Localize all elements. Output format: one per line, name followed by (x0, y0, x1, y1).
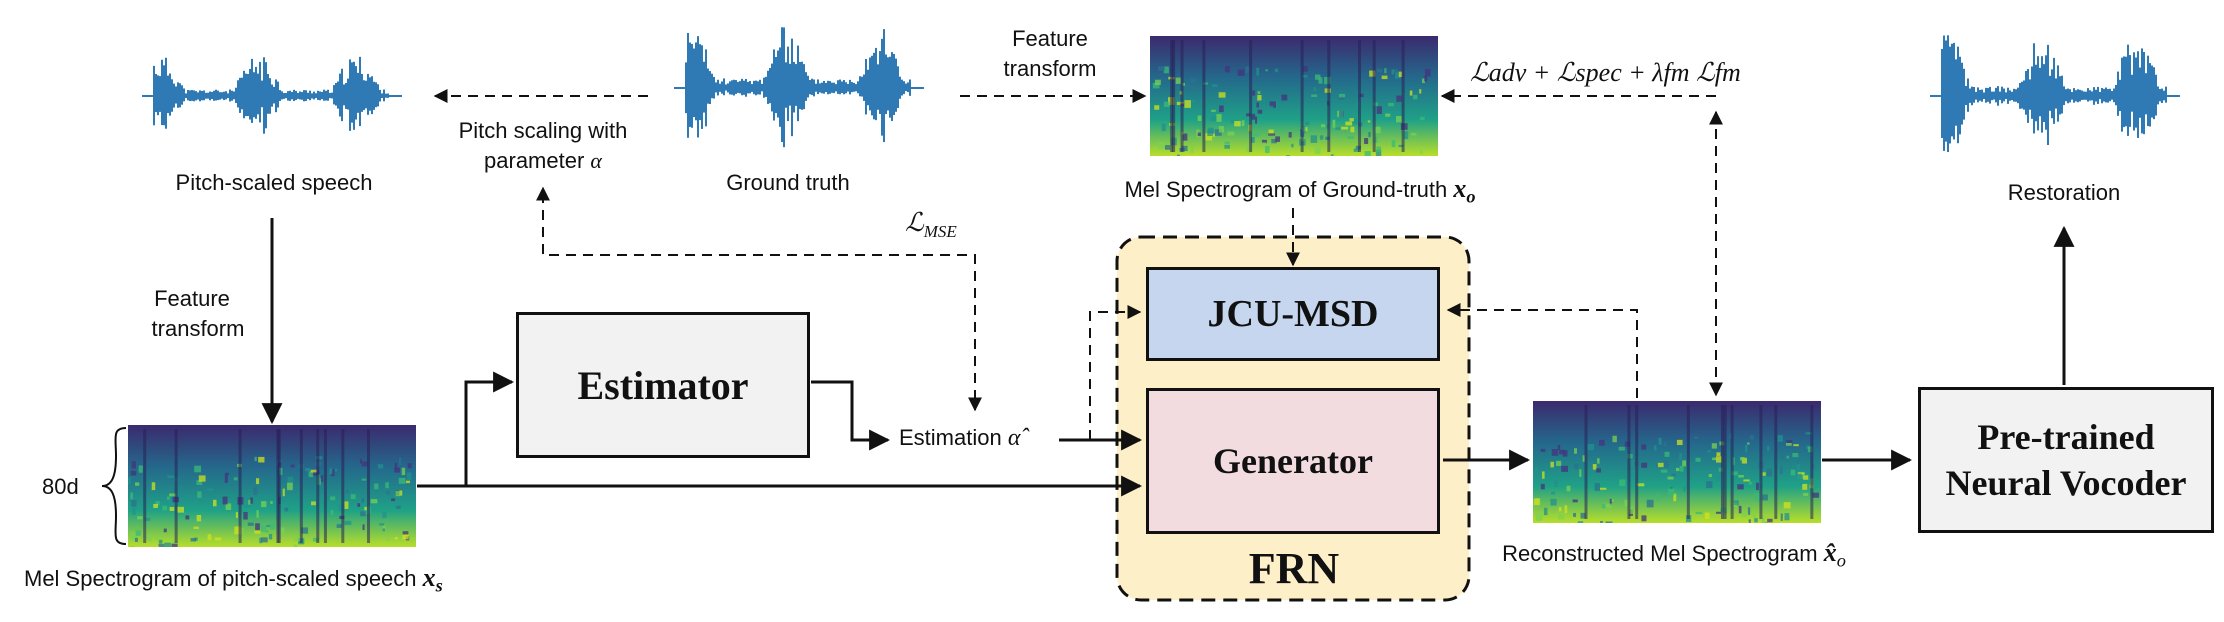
recon-symbol: x̂ (1823, 538, 1837, 567)
mel-gt-sub: o (1466, 186, 1476, 207)
feature-transform-top-line2: transform (1003, 56, 1097, 81)
mel-gt-text: Mel Spectrogram of Ground-truth (1124, 177, 1448, 202)
mel-gt-symbol: x (1453, 174, 1467, 203)
mel-spectrogram-pitch-scaled (128, 425, 416, 547)
mel-ps-label: Mel Spectrogram of pitch-scaled speech x… (24, 563, 443, 596)
generator-label: Generator (1213, 441, 1373, 481)
estimation-label: Estimation α̂ (899, 425, 1020, 452)
recon-text: Reconstructed Mel Spectrogram (1502, 541, 1818, 566)
pitch-scaling-label-line1: Pitch scaling with (458, 118, 628, 143)
mel-ps-sub: s (435, 575, 443, 596)
estimator-label: Estimator (577, 362, 749, 408)
feature-transform-top-line1: Feature (1012, 26, 1088, 51)
recon-sub: o (1836, 550, 1846, 571)
arrow-estimation-to-jcu (1089, 305, 1142, 440)
pitch-scaled-speech-label: Pitch-scaled speech (175, 170, 373, 195)
estimation-symbol: α̂ (1007, 425, 1021, 451)
estimation-text: Estimation (899, 425, 1002, 450)
pitch-scaled-waveform (142, 56, 402, 134)
mel-ps-text: Mel Spectrogram of pitch-scaled speech (24, 566, 417, 591)
restoration-label: Restoration (2007, 180, 2121, 205)
mse-loss-symbol: ℒ (905, 208, 924, 237)
vocoder-label-line2: Neural Vocoder (1945, 463, 2187, 503)
pitch-scaling-label-line2: parameter α (484, 148, 602, 174)
ground-truth-waveform (674, 27, 924, 148)
arrow-to-estimator (417, 371, 515, 488)
recon-label: Reconstructed Mel Spectrogram x̂o (1502, 538, 1846, 571)
ground-truth-label: Ground truth (726, 170, 850, 195)
estimator-block: Estimator (516, 312, 810, 458)
mel-gt-label: Mel Spectrogram of Ground-truth xo (1124, 174, 1475, 207)
mel-spectrogram-ground-truth (1150, 36, 1438, 156)
total-loss-label: ℒadv + ℒspec + λfm ℒfm (1470, 58, 1741, 87)
generator-block: Generator (1146, 388, 1440, 534)
mel-spectrogram-reconstructed (1533, 401, 1821, 523)
arrow-mse-loss (542, 193, 982, 412)
mse-loss-label: ℒMSE (905, 208, 957, 242)
arrow-estimator-to-estimation (811, 380, 891, 451)
mse-loss-sub: MSE (923, 222, 957, 242)
pitch-scaling-label-text: parameter (484, 148, 585, 173)
vocoder-label-line1: Pre-trained (1977, 417, 2155, 457)
frn-label: FRN (1248, 544, 1340, 593)
feature-transform-left-line2: transform (151, 316, 245, 341)
feature-transform-left-line1: Feature (154, 286, 230, 311)
vocoder-block: Pre-trained Neural Vocoder (1918, 387, 2214, 533)
restoration-waveform (1930, 35, 2180, 152)
arrow-recon-to-jcu (1446, 303, 1638, 398)
dimension-brace (101, 427, 127, 545)
jcu-msd-label: JCU-MSD (1207, 293, 1379, 335)
mel-ps-symbol: x (422, 563, 436, 592)
alpha-symbol: α (590, 148, 602, 173)
dimension-80d-label: 80d (42, 474, 79, 499)
jcu-msd-block: JCU-MSD (1146, 267, 1440, 361)
